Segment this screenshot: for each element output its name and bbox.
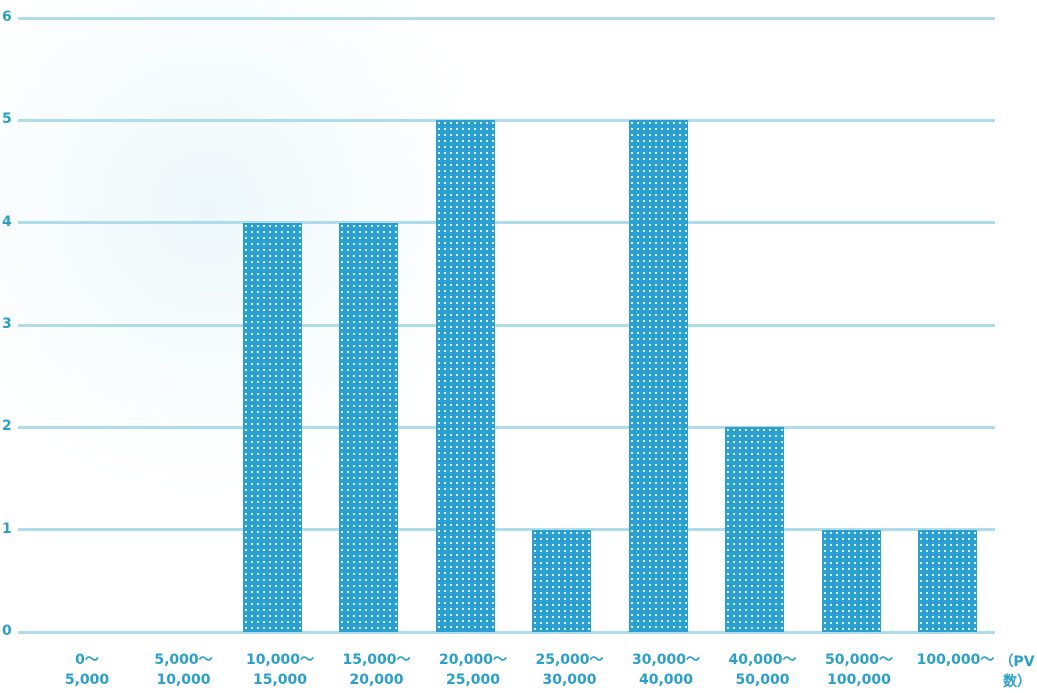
x-axis-label: （PV数） <box>999 654 1035 690</box>
x-tick-label: 10,000～ 15,000 <box>245 652 315 688</box>
x-tick-label: 50,000～ 100,000 <box>824 652 894 688</box>
bar <box>725 427 784 632</box>
grid-line <box>18 323 995 327</box>
x-tick-label: 30,000～ 40,000 <box>631 652 701 688</box>
bar <box>628 120 688 632</box>
bar <box>242 222 302 632</box>
y-tick-label: 3 <box>2 316 12 332</box>
grid-line <box>18 425 995 429</box>
x-tick-label: 15,000～ 20,000 <box>342 652 411 688</box>
bar <box>918 529 977 632</box>
x-tick-label: 100,000～ <box>916 652 995 668</box>
x-tick-label: 25,000～ 30,000 <box>535 652 604 688</box>
grid-line <box>18 16 995 20</box>
grid-line <box>18 630 995 634</box>
y-tick-label: 6 <box>2 9 12 25</box>
bar <box>821 529 881 632</box>
bar <box>532 529 591 632</box>
x-tick-label: 5,000～ 10,000 <box>154 652 213 688</box>
grid-line <box>18 528 995 532</box>
x-tick-label: 40,000～ 50,000 <box>728 652 797 688</box>
y-tick-label: 1 <box>2 520 12 537</box>
y-tick-label: 0 <box>2 623 12 639</box>
grid-line <box>18 221 995 225</box>
grid-line <box>18 118 995 122</box>
y-tick-label: 5 <box>2 111 12 128</box>
y-tick-label: 2 <box>2 418 12 435</box>
x-tick-label: 20,000～ 25,000 <box>438 652 508 688</box>
y-tick-label: 4 <box>2 213 12 230</box>
bar <box>435 120 495 632</box>
bar <box>339 222 398 632</box>
x-tick-label: 0～ 5,000 <box>64 652 110 688</box>
